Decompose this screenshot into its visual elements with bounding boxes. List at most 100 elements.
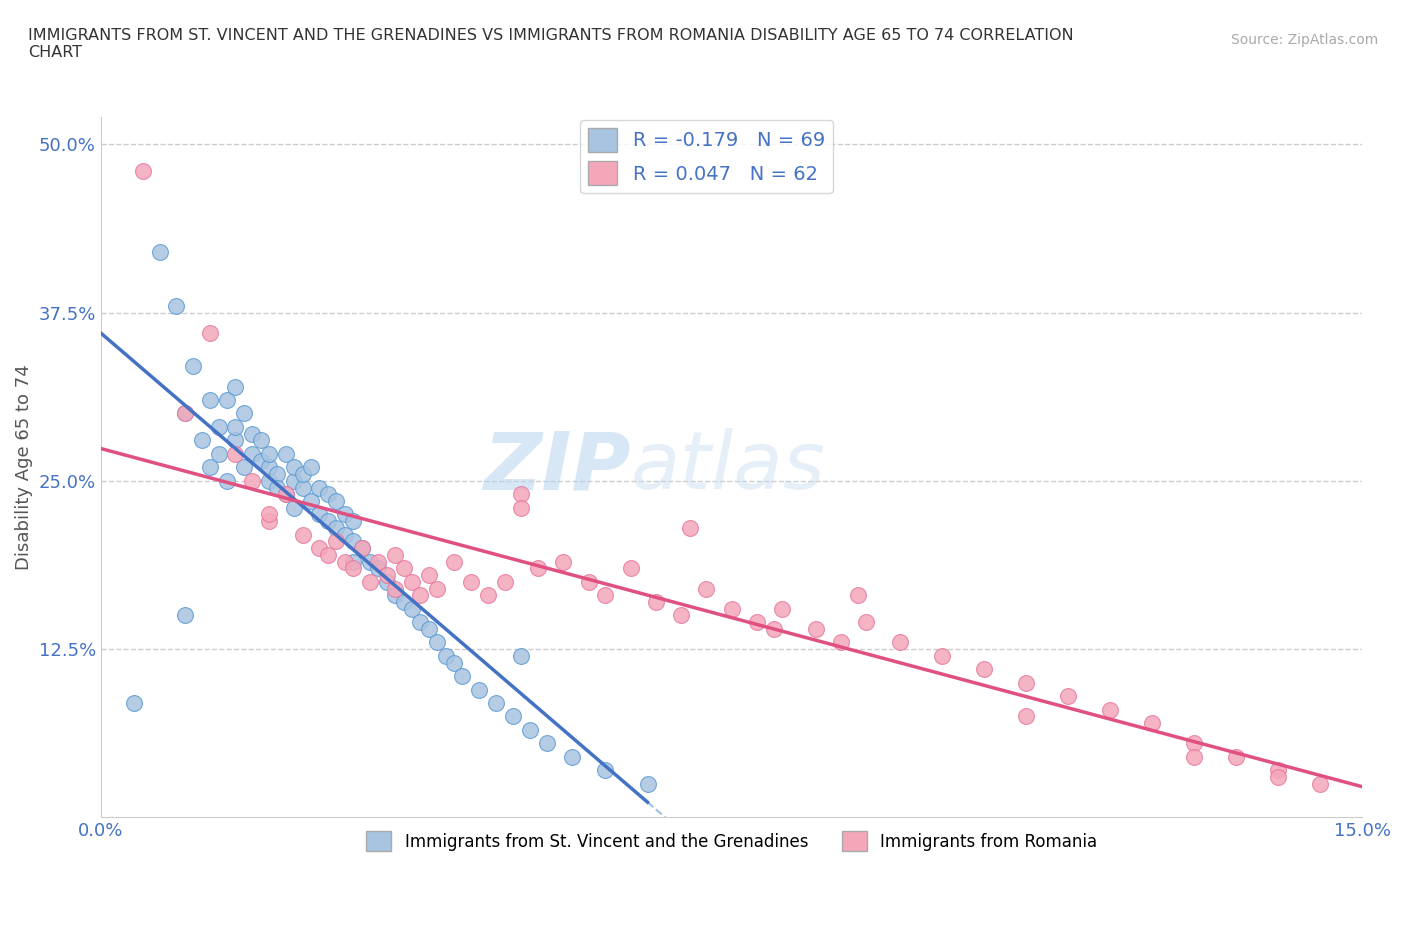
Point — [392, 561, 415, 576]
Point — [316, 548, 339, 563]
Point — [451, 669, 474, 684]
Point — [510, 500, 533, 515]
Point — [669, 608, 692, 623]
Point — [536, 736, 558, 751]
Point — [283, 473, 305, 488]
Point — [1225, 750, 1247, 764]
Point — [149, 245, 172, 259]
Point — [308, 507, 330, 522]
Point — [889, 635, 911, 650]
Point — [266, 467, 288, 482]
Point — [695, 581, 717, 596]
Point — [174, 608, 197, 623]
Point — [198, 460, 221, 475]
Point — [257, 513, 280, 528]
Point — [325, 494, 347, 509]
Point — [553, 554, 575, 569]
Point — [240, 473, 263, 488]
Point — [359, 575, 381, 590]
Point — [308, 540, 330, 555]
Point — [426, 635, 449, 650]
Point — [124, 696, 146, 711]
Point — [283, 500, 305, 515]
Point — [1057, 689, 1080, 704]
Point — [359, 554, 381, 569]
Point — [595, 763, 617, 777]
Point — [224, 379, 246, 394]
Point — [561, 750, 583, 764]
Point — [266, 480, 288, 495]
Point — [745, 615, 768, 630]
Point — [375, 575, 398, 590]
Point — [620, 561, 643, 576]
Point — [510, 486, 533, 501]
Point — [418, 621, 440, 636]
Point — [460, 575, 482, 590]
Point — [333, 527, 356, 542]
Point — [426, 581, 449, 596]
Point — [519, 723, 541, 737]
Point — [645, 594, 668, 609]
Point — [443, 655, 465, 670]
Point — [494, 575, 516, 590]
Point — [274, 446, 297, 461]
Point — [804, 621, 827, 636]
Point — [249, 433, 271, 448]
Point — [333, 554, 356, 569]
Point — [316, 513, 339, 528]
Point — [409, 615, 432, 630]
Point — [325, 534, 347, 549]
Point — [166, 299, 188, 313]
Point — [232, 460, 254, 475]
Point — [198, 326, 221, 340]
Point — [770, 602, 793, 617]
Point — [637, 777, 659, 791]
Point — [291, 480, 314, 495]
Point — [384, 581, 406, 596]
Point — [308, 480, 330, 495]
Point — [384, 588, 406, 603]
Point — [325, 521, 347, 536]
Point — [595, 588, 617, 603]
Point — [527, 561, 550, 576]
Point — [1099, 702, 1122, 717]
Point — [257, 446, 280, 461]
Text: atlas: atlas — [631, 429, 825, 506]
Point — [367, 561, 389, 576]
Point — [846, 588, 869, 603]
Point — [257, 507, 280, 522]
Point — [1015, 675, 1038, 690]
Point — [342, 561, 364, 576]
Point — [190, 433, 212, 448]
Point — [409, 588, 432, 603]
Point — [1015, 709, 1038, 724]
Text: ZIP: ZIP — [484, 429, 631, 506]
Point — [1267, 763, 1289, 777]
Point — [224, 433, 246, 448]
Point — [443, 554, 465, 569]
Point — [1182, 736, 1205, 751]
Point — [434, 648, 457, 663]
Point — [215, 473, 238, 488]
Point — [291, 527, 314, 542]
Point — [181, 359, 204, 374]
Point — [762, 621, 785, 636]
Point — [240, 426, 263, 441]
Point — [232, 406, 254, 421]
Point — [274, 486, 297, 501]
Point — [375, 567, 398, 582]
Point — [342, 513, 364, 528]
Point — [240, 446, 263, 461]
Point — [855, 615, 877, 630]
Point — [274, 486, 297, 501]
Point — [578, 575, 600, 590]
Point — [384, 548, 406, 563]
Point — [468, 682, 491, 697]
Point — [174, 406, 197, 421]
Point — [401, 602, 423, 617]
Point — [510, 648, 533, 663]
Point — [224, 419, 246, 434]
Point — [1309, 777, 1331, 791]
Point — [198, 392, 221, 407]
Point — [174, 406, 197, 421]
